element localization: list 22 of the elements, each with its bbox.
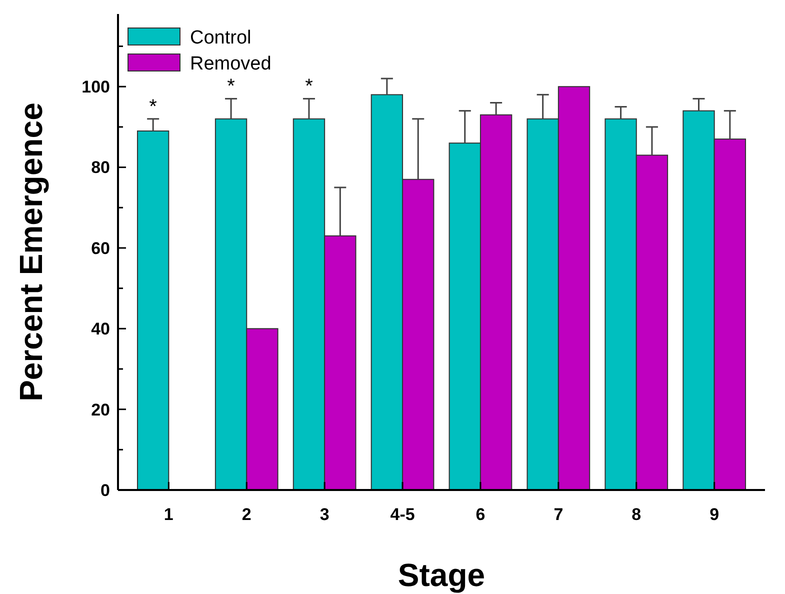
y-tick-label: 20 [91,400,110,420]
x-tick-label: 6 [476,505,486,524]
y-tick-label: 40 [91,320,110,339]
y-tick-label: 80 [91,158,110,178]
x-tick-label: 9 [710,505,720,524]
x-tick-label: 8 [632,505,642,524]
x-axis-title: Stage [398,557,486,593]
legend-label: Control [190,28,252,49]
x-tick-label: 7 [554,505,564,524]
x-tick-label: 1 [164,505,174,524]
x-tick-label: 2 [242,505,252,524]
x-tick-label: 3 [320,505,330,524]
annotation: * [149,96,158,118]
bar [136,130,170,490]
y-axis-title: Percent Emergence [13,102,49,402]
x-tick-label: 4-5 [390,505,415,524]
legend-label: Removed [190,54,272,75]
y-tick-label: 0 [100,480,110,500]
y-tick-label: 60 [91,238,110,258]
annotation: * [305,76,314,98]
annotation: * [227,76,236,98]
y-tick-label: 100 [82,78,110,97]
